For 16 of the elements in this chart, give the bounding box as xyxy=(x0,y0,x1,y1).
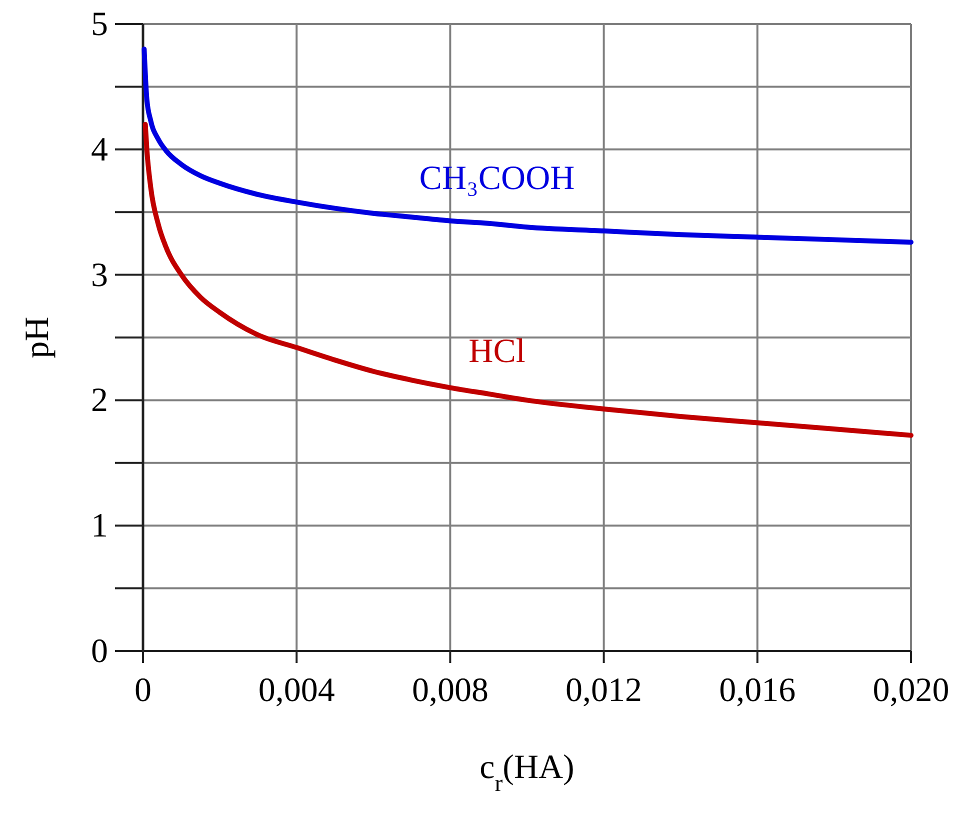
series-label: HCl xyxy=(468,333,526,370)
y-tick-label: 1 xyxy=(91,508,108,545)
y-tick-label: 0 xyxy=(91,633,108,670)
y-tick-label: 5 xyxy=(91,6,108,43)
x-tick-label: 0,004 xyxy=(258,672,335,709)
x-axis-title: c$_{r}$(HA) xyxy=(480,749,574,797)
y-tick-label: 4 xyxy=(91,131,108,168)
x-tick-label: 0 xyxy=(134,672,152,709)
x-tick-label: 0,008 xyxy=(412,672,488,709)
y-tick-label: 3 xyxy=(91,256,108,294)
x-tick-label: 0,016 xyxy=(719,672,796,709)
x-tick-label: 0,012 xyxy=(566,672,642,709)
x-tick-label: 0,020 xyxy=(872,672,950,709)
y-tick-label: 2 xyxy=(91,382,108,420)
y-axis-title: pH xyxy=(19,316,56,358)
series-label: CH₃COOH xyxy=(419,160,575,198)
